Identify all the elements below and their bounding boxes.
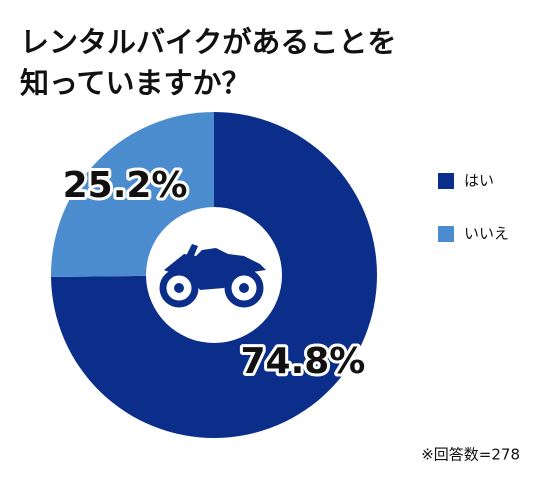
motorcycle-icon [159, 244, 266, 308]
legend-swatch [438, 226, 454, 242]
donut [51, 112, 377, 438]
legend-swatch [438, 173, 454, 189]
legend-label: はい [464, 172, 494, 190]
chart-title: レンタルバイクがあることを [20, 25, 396, 59]
value-label: 25.2% [63, 165, 188, 206]
legend-label: いいえ [464, 225, 509, 243]
slice [51, 112, 214, 278]
note: ※回答数=278 [421, 446, 520, 464]
chart-title: 知っていますか？ [20, 66, 251, 100]
slice [51, 112, 377, 438]
value-label: 74.8% [240, 341, 365, 382]
